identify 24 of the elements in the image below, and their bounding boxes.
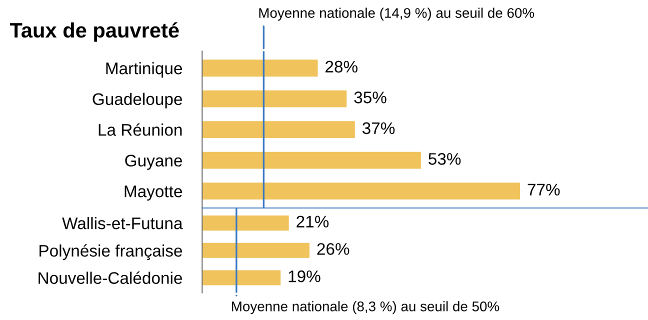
bar <box>202 182 520 200</box>
y-tick-label: Guadeloupe <box>92 92 182 108</box>
y-tick-label: Guyane <box>125 154 182 170</box>
y-tick-label: Wallis-et-Futuna <box>62 217 183 230</box>
bar <box>202 60 318 77</box>
data-label: 77% <box>528 184 560 196</box>
ref-line-label: Moyenne nationale (14,9 %) au seuil de 60% <box>259 8 534 21</box>
data-label: 35% <box>354 92 386 104</box>
bar <box>202 152 421 169</box>
y-tick-label: Nouvelle-Calédonie <box>38 272 182 284</box>
legend-label: Moyenne nationale (8,3 %) au seuil de 50% <box>232 301 500 314</box>
y-tick-label: Martinique <box>106 62 182 78</box>
data-label: 19% <box>288 270 320 282</box>
y-tick-label: Mayotte <box>124 186 182 201</box>
chart-title: Taux de pauvreté <box>10 22 179 42</box>
y-tick-label: La Réunion <box>98 123 182 136</box>
data-label: 26% <box>317 243 350 255</box>
bar <box>202 121 355 138</box>
data-label: 28% <box>326 60 358 73</box>
bar <box>202 90 347 108</box>
data-label: 21% <box>296 216 329 228</box>
data-label: 37% <box>362 122 395 134</box>
y-tick-label: Polynésie française <box>40 244 182 260</box>
data-label: 53% <box>428 153 461 165</box>
